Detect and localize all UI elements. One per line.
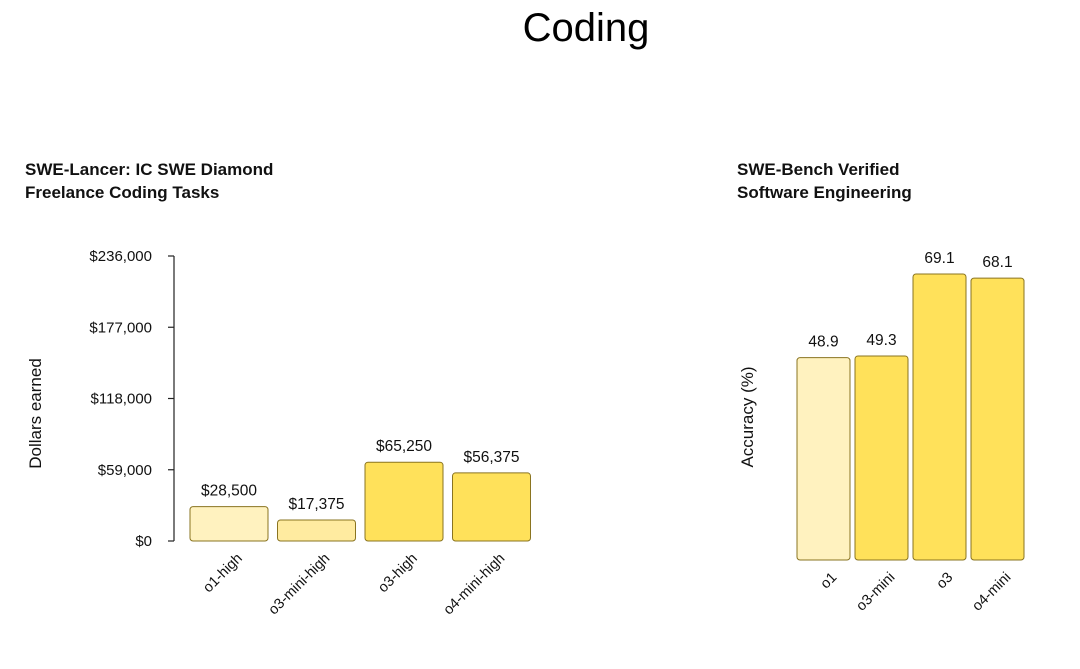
y-tick-label: $177,000: [89, 319, 152, 336]
x-tick-label: o3-mini-high: [266, 551, 334, 619]
y-tick-label: $0: [135, 533, 152, 550]
x-tick-label: o4-mini-high: [441, 551, 509, 619]
bar: [277, 519, 356, 542]
bar: [452, 472, 531, 542]
y-tick-label: $59,000: [98, 462, 152, 479]
y-tick-label: $118,000: [91, 391, 152, 408]
x-tick-label: o1-high: [200, 551, 246, 597]
data-label: 48.9: [808, 334, 838, 351]
chart-title-line: Software Engineering: [737, 183, 912, 202]
x-tick-label: o3-high: [375, 551, 421, 597]
x-tick-label: o1: [818, 570, 841, 593]
chart-title-line: SWE-Lancer: IC SWE Diamond: [25, 160, 274, 179]
bar: [912, 273, 967, 561]
y-axis-title: Accuracy (%): [738, 366, 757, 467]
bar: [970, 277, 1025, 561]
bar: [854, 355, 909, 561]
chart-title-line: Freelance Coding Tasks: [25, 183, 220, 202]
y-axis-title: Dollars earned: [26, 358, 45, 469]
x-tick-label: o3-mini: [853, 570, 898, 615]
data-label: $56,375: [463, 449, 519, 466]
x-tick-label: o4-mini: [969, 570, 1014, 615]
chart-title-line: SWE-Bench Verified: [737, 160, 900, 179]
bar: [796, 357, 851, 561]
data-label: 69.1: [924, 250, 954, 267]
bar: [364, 461, 444, 542]
page-title: Coding: [522, 6, 650, 50]
chart-title-swe-bench: SWE-Bench Verified Software Engineering: [737, 158, 912, 204]
y-tick-label: $236,000: [89, 248, 152, 265]
data-label: $28,500: [201, 483, 257, 500]
x-tick-label: o3: [934, 570, 957, 593]
data-label: 68.1: [982, 254, 1012, 271]
chart-title-swe-lancer: SWE-Lancer: IC SWE Diamond Freelance Cod…: [25, 158, 273, 204]
data-label: $17,375: [288, 496, 344, 513]
data-label: $65,250: [376, 438, 432, 455]
data-label: 49.3: [866, 332, 896, 349]
bar: [189, 506, 269, 542]
